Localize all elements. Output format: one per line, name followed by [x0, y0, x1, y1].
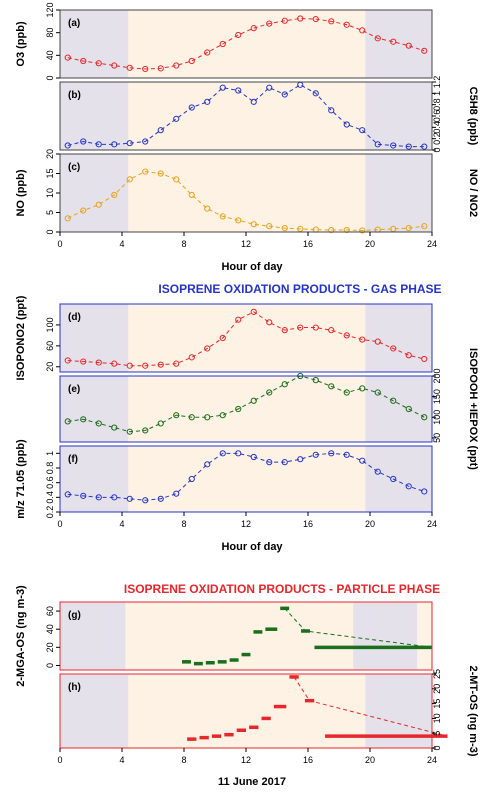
x-tick-label: 20: [365, 755, 375, 765]
y-tick-label: 0: [45, 75, 55, 80]
panel-label: (a): [68, 18, 80, 29]
x-tick-label: 0: [57, 239, 62, 249]
x-tick-label: 12: [241, 755, 251, 765]
y-tick-label: 0.6: [45, 476, 55, 489]
y-tick-label: 100: [432, 410, 442, 425]
y-tick-label: 120: [45, 2, 55, 17]
y-tick-label: 20: [45, 149, 55, 159]
y-axis-title: m/z 71.05 (ppb): [15, 439, 27, 519]
y-axis-title-right: NO / NO2: [467, 169, 479, 217]
y-tick-label: 15: [432, 699, 442, 709]
x-tick-label: 16: [303, 519, 313, 529]
gas-phase-title: ISOPRENE OXIDATION PRODUCTS - GAS PHASE: [158, 282, 441, 296]
y-tick-label: 0: [45, 229, 55, 234]
y-axis-title: ISOPONO2 (ppt): [15, 295, 27, 380]
y-tick-label: 10: [432, 713, 442, 723]
x-axis-title-top: Hour of day: [221, 261, 283, 273]
y-tick-label: 25: [432, 669, 442, 679]
night-shading: [353, 602, 417, 670]
panel-c: 0 5 10 15 20 (c) NO (ppb) NO / NO2 0 4 8 12 16 20 24: [15, 149, 479, 249]
y-tick-label: 1: [45, 451, 55, 456]
y-tick-label: 150: [432, 389, 442, 404]
x-tick-label: 12: [241, 519, 251, 529]
night-shading: [365, 446, 432, 512]
y-tick-label: 0.4: [45, 491, 55, 504]
x-tick-label: 0: [57, 519, 62, 529]
y-tick-label: 0.8: [45, 462, 55, 475]
x-tick-label: 24: [427, 755, 437, 765]
y-axis-title: NO (ppb): [15, 169, 27, 216]
y-axis-title: 2-MGA-OS (ng m-3): [15, 585, 27, 687]
night-shading: [365, 82, 432, 150]
panel-label: (e): [68, 384, 80, 395]
panel-label: (g): [68, 610, 81, 621]
panel-g: 0 20 40 60 (g) 2-MGA-OS (ng m-3): [15, 585, 432, 687]
y-tick-label: 1.2: [432, 76, 442, 89]
panel-a: 0 40 80 120 (a) O3 (ppb): [15, 2, 432, 80]
y-tick-label: 5: [45, 210, 55, 215]
y-tick-label: 80: [45, 28, 55, 38]
x-tick-label: 8: [181, 239, 186, 249]
panel-label: (c): [68, 162, 80, 173]
x-tick-label: 4: [119, 519, 124, 529]
y-tick-label: 40: [45, 624, 55, 634]
y-tick-label: 20: [45, 362, 55, 372]
y-tick-label: 100: [45, 317, 55, 332]
x-tick-label: 12: [241, 239, 251, 249]
panel-f: 0.2 0.4 0.60.8 1 (f) m/z 71.05 (ppb) 0 4 8 12 16 20…: [15, 439, 437, 529]
panel-h: 0 5 10 15 20 25 (h) 2-MT-OS (ng m-3) 0 4 8 12 16 20 24: [57, 665, 479, 765]
y-tick-label: 20: [432, 684, 442, 694]
particle-phase-title: ISOPRENE OXIDATION PRODUCTS - PARTICLE P…: [124, 582, 440, 596]
x-tick-label: 20: [365, 239, 375, 249]
y-tick-label: 10: [45, 188, 55, 198]
x-tick-label: 4: [119, 239, 124, 249]
x-tick-label: 4: [119, 755, 124, 765]
y-tick-label: 60: [45, 341, 55, 351]
y-tick-label: 0: [432, 147, 442, 152]
x-axis-title-middle: Hour of day: [221, 541, 283, 553]
x-tick-label: 16: [303, 239, 313, 249]
y-tick-label: 40: [45, 50, 55, 60]
y-tick-label: 0.2: [45, 506, 55, 519]
night-shading: [365, 154, 432, 232]
y-axis-title: ISOPOOH +IEPOX (ppt): [467, 348, 479, 470]
x-tick-label: 8: [181, 755, 186, 765]
x-axis-title-bottom: 11 June 2017: [218, 776, 286, 788]
y-axis-title: 2-MT-OS (ng m-3): [467, 665, 479, 756]
night-shading: [365, 10, 432, 78]
x-tick-label: 24: [427, 519, 437, 529]
panel-d: 20 60 100 (d) ISOPONO2 (ppt): [15, 295, 432, 380]
y-tick-label: 50: [432, 433, 442, 443]
night-shading: [365, 376, 432, 442]
x-tick-label: 8: [181, 519, 186, 529]
y-tick-label: 0: [45, 663, 55, 668]
panel-label: (f): [68, 454, 78, 465]
y-tick-label: 0.8: [432, 98, 442, 111]
y-tick-label: 15: [45, 168, 55, 178]
x-tick-label: 0: [57, 755, 62, 765]
y-axis-title: O3 (ppb): [15, 21, 27, 67]
x-tick-label: 24: [427, 239, 437, 249]
y-tick-label: 20: [45, 642, 55, 652]
panel-label: (d): [68, 312, 81, 323]
panel-label: (h): [68, 682, 81, 693]
y-axis-title: C5H8 (ppb): [467, 87, 479, 146]
y-tick-label: 1: [432, 91, 442, 96]
y-tick-label: 60: [45, 606, 55, 616]
x-tick-label: 20: [365, 519, 375, 529]
night-shading: [365, 304, 432, 372]
y-tick-label: 200: [432, 368, 442, 383]
y-tick-label: 5: [432, 731, 442, 736]
x-tick-label: 16: [303, 755, 313, 765]
y-tick-label: 0: [432, 745, 442, 750]
panel-b: 00.20.40.60.811.2(b) C5H8 (ppb): [60, 76, 479, 153]
panel-label: (b): [68, 90, 81, 101]
